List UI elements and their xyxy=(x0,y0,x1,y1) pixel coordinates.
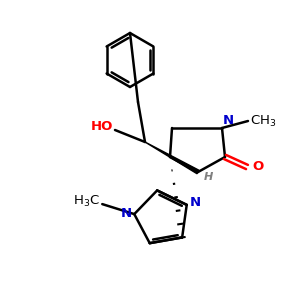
Text: CH$_3$: CH$_3$ xyxy=(250,113,277,128)
Text: O: O xyxy=(252,160,263,173)
Text: H$_3$C: H$_3$C xyxy=(74,194,100,209)
Polygon shape xyxy=(145,142,199,174)
Text: N: N xyxy=(121,207,132,220)
Text: N: N xyxy=(223,114,234,127)
Text: N: N xyxy=(190,196,201,209)
Text: HO: HO xyxy=(91,119,113,133)
Text: H: H xyxy=(203,172,213,182)
